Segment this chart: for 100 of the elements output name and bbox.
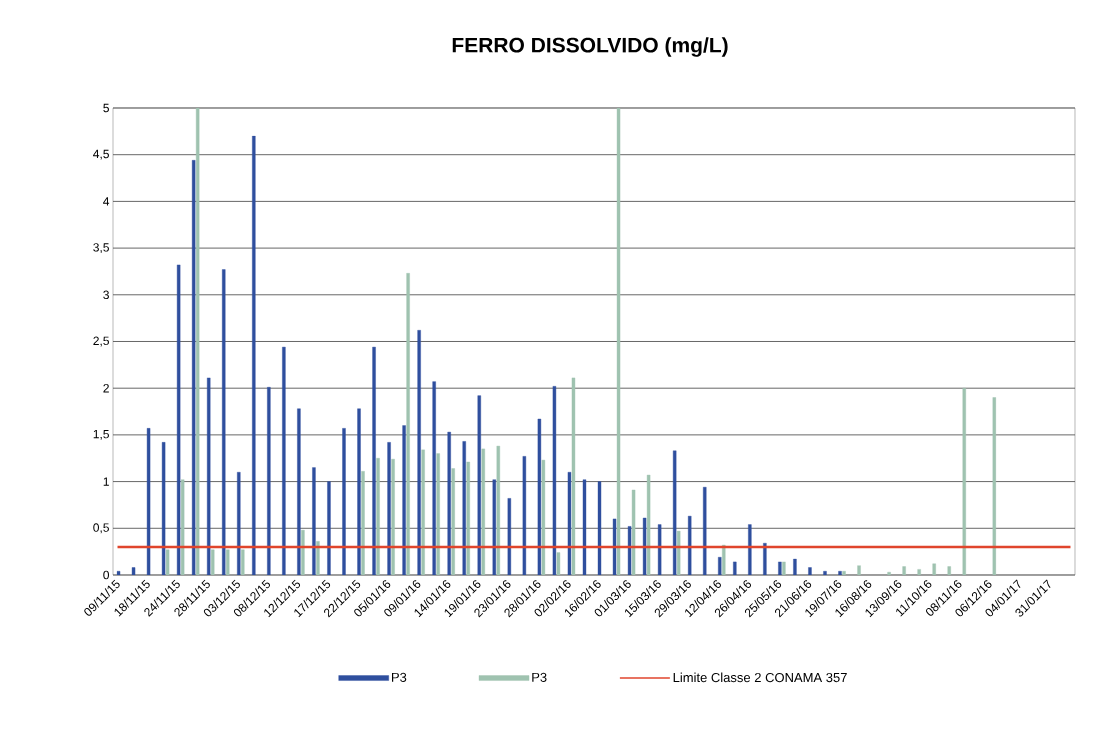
- y-tick-label: 4,5: [93, 149, 109, 160]
- bar: [282, 346, 286, 575]
- bar: [507, 498, 512, 575]
- bar: [733, 561, 737, 575]
- bar: [688, 515, 692, 575]
- bar: [793, 558, 797, 575]
- bar: [616, 108, 621, 575]
- bar: [496, 445, 500, 575]
- bar: [567, 472, 572, 575]
- bar: [612, 518, 617, 575]
- bar: [887, 571, 891, 575]
- chart-title: FERRO DISSOLVIDO (mg/L): [452, 37, 728, 57]
- bar: [466, 461, 470, 575]
- bar: [226, 549, 230, 575]
- bar: [703, 486, 707, 575]
- bar: [597, 481, 602, 575]
- bar: [361, 471, 365, 575]
- bar: [180, 479, 185, 575]
- bar: [131, 567, 136, 575]
- bar: [391, 458, 395, 575]
- bar: [451, 468, 455, 575]
- bar: [932, 563, 936, 575]
- bar: [748, 524, 752, 575]
- bar: [342, 428, 346, 575]
- y-tick-label: 2,5: [93, 336, 109, 347]
- bar: [902, 566, 906, 575]
- bar: [537, 418, 542, 575]
- bar: [541, 459, 546, 575]
- bar: [481, 448, 485, 575]
- bar: [267, 387, 271, 575]
- bar: [297, 408, 301, 575]
- bar: [207, 377, 211, 575]
- bar: [763, 543, 767, 575]
- legend-label: Limite Classe 2 CONAMA 357: [673, 672, 847, 683]
- bar: [252, 135, 256, 575]
- bar: [823, 571, 827, 575]
- y-tick-label: 1: [103, 477, 109, 486]
- bar: [642, 517, 647, 575]
- bar: [571, 377, 576, 575]
- bar: [417, 330, 421, 575]
- bar: [211, 549, 215, 575]
- bar: [436, 453, 440, 575]
- bar: [402, 425, 406, 575]
- bar: [842, 571, 846, 575]
- bar: [116, 571, 121, 575]
- bar: [176, 264, 181, 575]
- bar: [327, 481, 331, 575]
- y-tick-label: 0: [103, 570, 110, 580]
- bar: [237, 472, 241, 575]
- bar: [372, 346, 376, 575]
- bar: [195, 108, 200, 575]
- bar: [992, 397, 997, 575]
- bar: [222, 269, 226, 575]
- bar: [387, 442, 391, 575]
- bar: [316, 541, 320, 575]
- bar: [947, 566, 951, 575]
- bar: [421, 449, 425, 575]
- y-tick-label: 4: [103, 197, 110, 206]
- bar: [492, 479, 496, 575]
- bar: [552, 386, 557, 575]
- y-tick-label: 3: [103, 290, 109, 300]
- bar: [838, 571, 842, 575]
- bar: [808, 567, 812, 575]
- bar: [376, 458, 380, 575]
- bar: [165, 549, 170, 575]
- bar: [857, 565, 861, 575]
- bar: [672, 450, 677, 575]
- bar: [582, 479, 587, 575]
- bar: [357, 408, 361, 575]
- bar: [962, 387, 966, 575]
- y-tick-label: 1,5: [93, 430, 109, 440]
- bar: [301, 529, 305, 575]
- bar: [191, 160, 196, 575]
- bar: [722, 544, 726, 575]
- bar: [917, 569, 921, 575]
- bar: [462, 441, 466, 575]
- bar: [646, 474, 651, 575]
- bar: [718, 557, 722, 575]
- bar: [447, 431, 451, 575]
- bar: [657, 524, 662, 575]
- bar: [161, 442, 166, 575]
- bar: [782, 561, 786, 575]
- bar: [676, 530, 681, 575]
- bar: [146, 428, 151, 575]
- bar: [312, 467, 316, 575]
- y-tick-label: 0,5: [93, 523, 109, 534]
- bar: [631, 489, 636, 575]
- bar: [556, 552, 561, 575]
- y-tick-label: 2: [103, 384, 109, 393]
- bar: [432, 381, 436, 575]
- bar: [522, 456, 527, 575]
- bar: [477, 395, 481, 575]
- bar: [778, 561, 782, 575]
- y-tick-label: 3,5: [93, 243, 109, 254]
- bar: [627, 526, 632, 575]
- bar: [241, 549, 245, 575]
- bar: [406, 273, 410, 575]
- legend-label: P3: [392, 672, 407, 682]
- legend-label: P3: [532, 672, 547, 682]
- y-tick-label: 5: [103, 103, 109, 113]
